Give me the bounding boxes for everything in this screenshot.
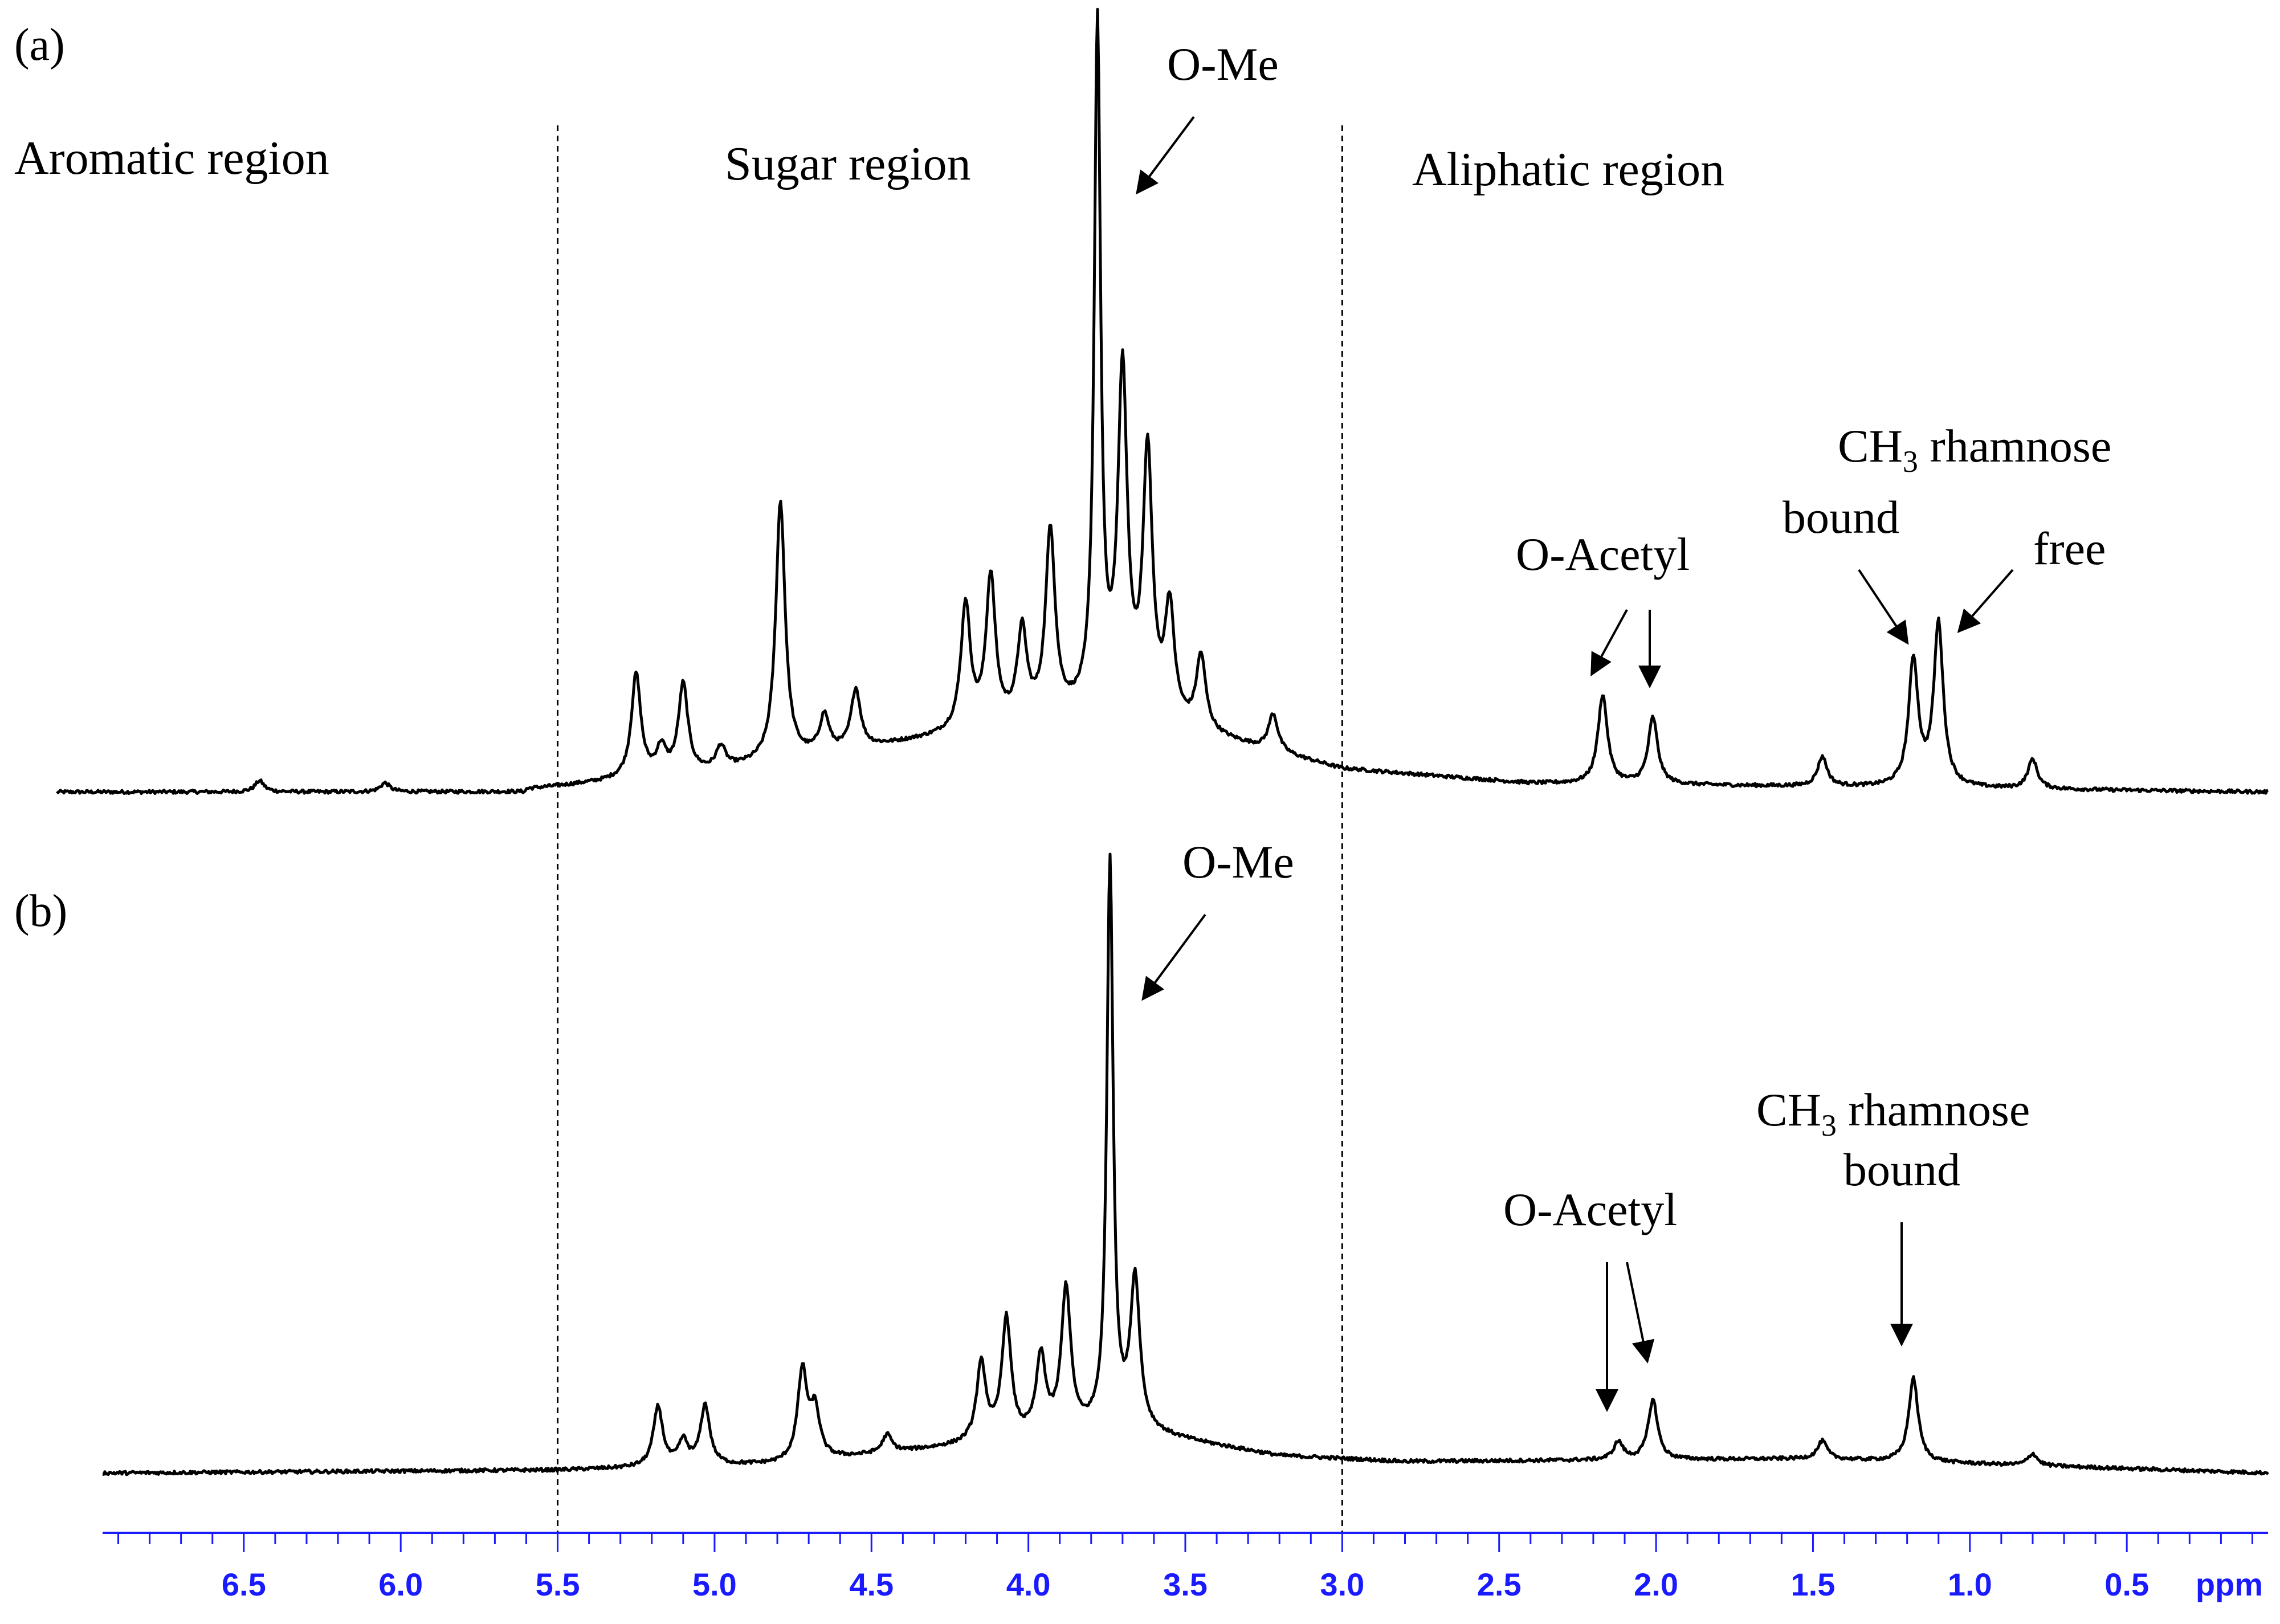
arrow-o-me-b <box>1141 913 1206 1001</box>
x-tick-label: 6.5 <box>222 1566 266 1602</box>
x-tick-label: 2.0 <box>1634 1566 1678 1602</box>
annotation-o-me-b: O-Me <box>1182 836 1294 888</box>
x-tick-label: 1.0 <box>1948 1566 1992 1602</box>
x-axis-unit: ppm <box>2196 1566 2263 1602</box>
annotation-ch3-rhamnose-b: CH3 rhamnose <box>1756 1084 2030 1142</box>
spectrum-trace-b <box>102 852 2269 1476</box>
arrow-bound-a <box>1858 569 1909 645</box>
x-tick-label: 0.5 <box>2104 1566 2149 1602</box>
region-label-sugar: Sugar region <box>725 137 971 190</box>
annotation-bound-b: bound <box>1843 1144 1960 1195</box>
x-tick-label: 3.0 <box>1320 1566 1364 1602</box>
ch3-sub-a: 3 <box>1903 444 1918 479</box>
ch3-sub-b: 3 <box>1821 1108 1837 1142</box>
x-tick-label: 5.0 <box>692 1566 737 1602</box>
region-label-aromatic: Aromatic region <box>14 132 329 185</box>
panel-label-a: (a) <box>14 20 65 70</box>
annotation-free-a: free <box>2033 523 2106 574</box>
annotation-bound-a: bound <box>1783 491 1899 543</box>
arrow-free-a <box>1957 569 2014 634</box>
arrow-o-acetyl-a-1 <box>1590 609 1628 677</box>
arrow-o-me-a <box>1136 116 1195 195</box>
x-tick-label: 1.5 <box>1791 1566 1836 1602</box>
x-tick-label: 3.5 <box>1163 1566 1208 1602</box>
x-tick-label: 2.5 <box>1477 1566 1522 1602</box>
x-tick-label: 4.5 <box>849 1566 894 1602</box>
x-axis: 6.5 6.0 5.5 5.0 4.5 4.0 3.5 3.0 2.5 2.0 1.5 1.0 0.5 p… <box>103 1532 2268 1602</box>
panel-label-b: (b) <box>14 886 67 936</box>
ch3-main-a: CH <box>1838 420 1903 472</box>
arrow-o-acetyl-b-2 <box>1626 1262 1655 1364</box>
spectrum-trace-a <box>56 7 2269 795</box>
ch3-main-b: CH <box>1756 1084 1821 1136</box>
annotation-o-acetyl-a: O-Acetyl <box>1516 528 1690 580</box>
ch3-rest-a: rhamnose <box>1918 420 2111 472</box>
ch3-rest-b: rhamnose <box>1837 1084 2030 1136</box>
annotation-o-me-a: O-Me <box>1167 38 1279 90</box>
annotation-o-acetyl-b: O-Acetyl <box>1503 1184 1677 1235</box>
x-tick-label: 6.0 <box>378 1566 423 1602</box>
annotation-ch3-rhamnose-a: CH3 rhamnose <box>1838 420 2111 479</box>
x-tick-label: 4.0 <box>1006 1566 1051 1602</box>
x-tick-label: 5.5 <box>536 1566 580 1602</box>
region-label-aliphatic: Aliphatic region <box>1412 143 1724 196</box>
